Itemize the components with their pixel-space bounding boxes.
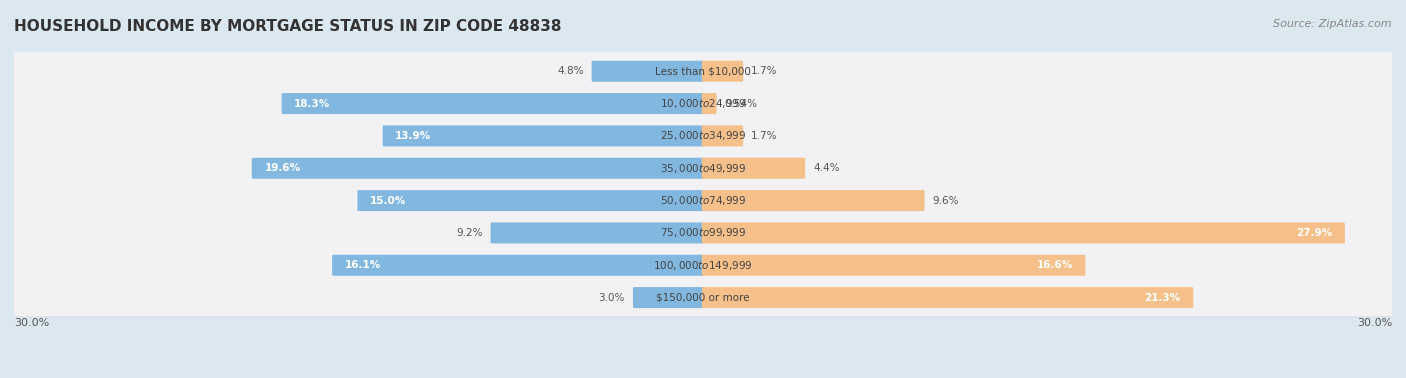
FancyBboxPatch shape — [332, 255, 704, 276]
Text: 21.3%: 21.3% — [1144, 293, 1181, 303]
Text: $100,000 to $149,999: $100,000 to $149,999 — [654, 259, 752, 272]
FancyBboxPatch shape — [702, 61, 744, 82]
FancyBboxPatch shape — [252, 158, 704, 179]
Text: 9.6%: 9.6% — [932, 195, 959, 206]
FancyBboxPatch shape — [702, 255, 1085, 276]
Text: 4.8%: 4.8% — [557, 66, 583, 76]
FancyBboxPatch shape — [11, 214, 1395, 253]
FancyBboxPatch shape — [702, 222, 1346, 243]
FancyBboxPatch shape — [11, 278, 1395, 316]
FancyBboxPatch shape — [11, 247, 1395, 285]
Text: 1.7%: 1.7% — [751, 66, 778, 76]
Text: 30.0%: 30.0% — [14, 318, 49, 328]
Text: 0.54%: 0.54% — [724, 99, 758, 108]
FancyBboxPatch shape — [702, 125, 744, 146]
FancyBboxPatch shape — [11, 85, 1395, 123]
FancyBboxPatch shape — [11, 117, 1395, 155]
FancyBboxPatch shape — [491, 222, 704, 243]
Text: 16.6%: 16.6% — [1036, 260, 1073, 270]
Text: 13.9%: 13.9% — [395, 131, 432, 141]
FancyBboxPatch shape — [702, 190, 925, 211]
Text: 1.7%: 1.7% — [751, 131, 778, 141]
Text: 9.2%: 9.2% — [456, 228, 482, 238]
Text: 19.6%: 19.6% — [264, 163, 301, 173]
Text: $150,000 or more: $150,000 or more — [657, 293, 749, 303]
FancyBboxPatch shape — [281, 93, 704, 114]
Text: $35,000 to $49,999: $35,000 to $49,999 — [659, 162, 747, 175]
FancyBboxPatch shape — [11, 182, 1395, 220]
Text: $10,000 to $24,999: $10,000 to $24,999 — [659, 97, 747, 110]
Text: 18.3%: 18.3% — [294, 99, 330, 108]
Text: Source: ZipAtlas.com: Source: ZipAtlas.com — [1274, 19, 1392, 29]
FancyBboxPatch shape — [11, 53, 1395, 91]
FancyBboxPatch shape — [11, 181, 1395, 219]
FancyBboxPatch shape — [357, 190, 704, 211]
Text: 3.0%: 3.0% — [599, 293, 624, 303]
FancyBboxPatch shape — [11, 84, 1395, 122]
Text: 4.4%: 4.4% — [813, 163, 839, 173]
FancyBboxPatch shape — [11, 279, 1395, 317]
FancyBboxPatch shape — [382, 125, 704, 146]
Text: Less than $10,000: Less than $10,000 — [655, 66, 751, 76]
FancyBboxPatch shape — [11, 150, 1395, 188]
FancyBboxPatch shape — [11, 214, 1395, 252]
Text: 16.1%: 16.1% — [344, 260, 381, 270]
FancyBboxPatch shape — [11, 149, 1395, 187]
Text: HOUSEHOLD INCOME BY MORTGAGE STATUS IN ZIP CODE 48838: HOUSEHOLD INCOME BY MORTGAGE STATUS IN Z… — [14, 19, 561, 34]
Text: 15.0%: 15.0% — [370, 195, 406, 206]
Text: 27.9%: 27.9% — [1296, 228, 1333, 238]
Text: $75,000 to $99,999: $75,000 to $99,999 — [659, 226, 747, 239]
FancyBboxPatch shape — [633, 287, 704, 308]
Text: $50,000 to $74,999: $50,000 to $74,999 — [659, 194, 747, 207]
FancyBboxPatch shape — [11, 52, 1395, 90]
FancyBboxPatch shape — [592, 61, 704, 82]
FancyBboxPatch shape — [702, 158, 806, 179]
Legend: Without Mortgage, With Mortgage: Without Mortgage, With Mortgage — [572, 375, 834, 378]
FancyBboxPatch shape — [702, 287, 1194, 308]
Text: 30.0%: 30.0% — [1357, 318, 1392, 328]
FancyBboxPatch shape — [11, 116, 1395, 155]
FancyBboxPatch shape — [11, 246, 1395, 284]
Text: $25,000 to $34,999: $25,000 to $34,999 — [659, 129, 747, 143]
FancyBboxPatch shape — [702, 93, 717, 114]
